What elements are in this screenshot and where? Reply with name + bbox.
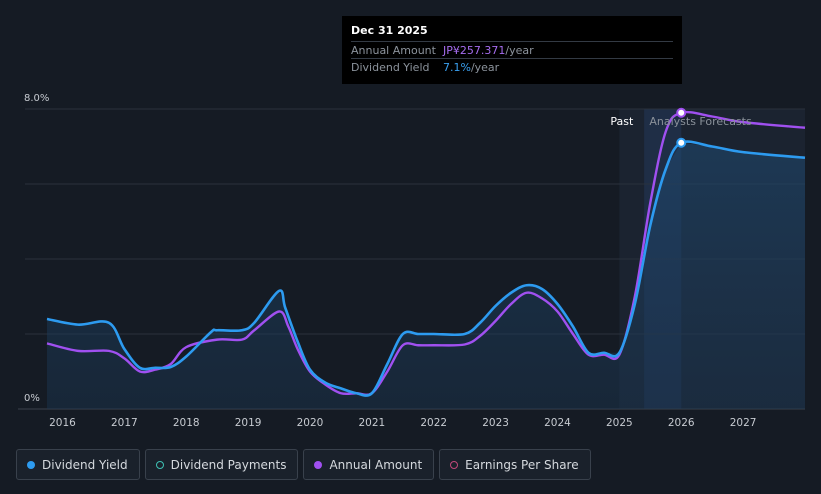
legend-label: Earnings Per Share [465,457,579,472]
x-tick-label: 2022 [420,417,447,429]
yield-area [47,142,805,409]
tooltip-row-yield: Dividend Yield 7.1% /year [351,58,673,75]
legend-label: Annual Amount [329,457,423,472]
x-tick-label: 2023 [482,417,509,429]
tooltip-date: Dec 31 2025 [351,24,428,37]
tooltip-amount-label: Annual Amount [351,43,436,57]
past-label: Past [610,115,634,128]
dividend-yield-marker [676,137,687,148]
annual-amount-marker [676,107,687,118]
x-tick-label: 2016 [49,417,76,429]
x-tick-label: 2019 [235,417,262,429]
y-tick-label: 0% [24,393,40,404]
x-tick-label: 2024 [544,417,571,429]
x-tick-label: 2017 [111,417,138,429]
tooltip-amount-unit: /year [505,43,534,57]
x-tick-label: 2027 [730,417,757,429]
x-tick-label: 2025 [606,417,633,429]
forecast-label: Analysts Forecasts [649,115,752,128]
tooltip-amount-value: JP¥257.371 [443,43,506,57]
legend-annual-amount[interactable]: Annual Amount [303,449,435,480]
dividend-payments-dot-icon [155,460,164,469]
tooltip-yield-value: 7.1% [443,60,471,74]
dividend-yield-dot-icon [27,460,35,469]
legend-dividend-yield[interactable]: Dividend Yield [16,449,140,480]
legend-earnings-per-share[interactable]: Earnings Per Share [439,449,591,480]
earnings-per-share-dot-icon [450,460,459,469]
x-tick-label: 2020 [297,417,324,429]
tooltip-yield-unit: /year [470,60,500,74]
x-tick-label: 2026 [668,417,695,429]
annual-amount-dot-icon [314,460,323,469]
tooltip-yield-label: Dividend Yield [351,60,430,74]
x-tick-label: 2021 [358,417,385,429]
y-tick-label: 8.0% [24,93,49,104]
chart-tooltip: Dec 31 2025 Annual Amount JP¥257.371 /ye… [342,16,682,84]
legend-label: Dividend Yield [42,457,128,472]
legend-label: Dividend Payments [170,457,287,472]
x-tick-label: 2018 [173,417,200,429]
legend-dividend-payments[interactable]: Dividend Payments [144,449,299,480]
dividend-yield-line [46,140,806,397]
chart-legend: Dividend Yield Dividend Payments Annual … [16,449,591,480]
tooltip-row-amount: Annual Amount JP¥257.371 /year [351,41,673,58]
